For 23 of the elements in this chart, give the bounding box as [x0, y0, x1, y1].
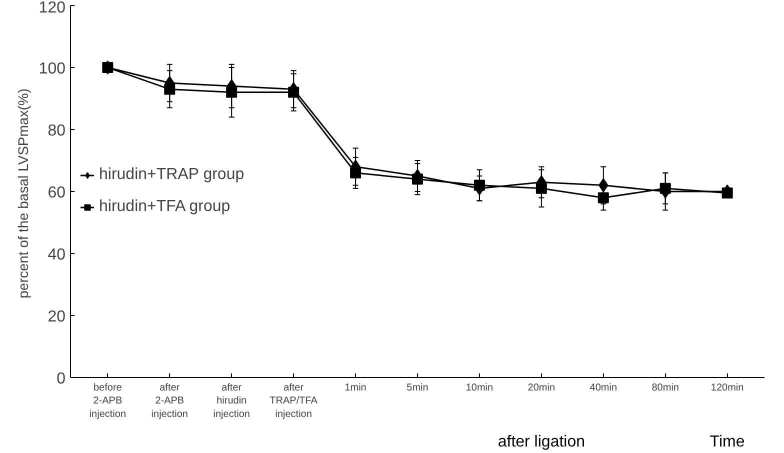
y-tick-label: 40 [48, 246, 66, 264]
x-tick-label: after 2-APB injection [151, 382, 188, 420]
x-tick-label: after TRAP/TFA injection [270, 382, 318, 420]
x-tick-label: before 2-APB injection [89, 382, 126, 420]
text: after ligation [498, 434, 586, 450]
y-tick-label: 60 [48, 184, 66, 202]
y-tick-label: 0 [56, 370, 66, 388]
x-tick-label: after hirudin injection [213, 382, 250, 420]
x-tick-label: 120min [710, 382, 744, 394]
x-tick-label: 1min [344, 382, 366, 394]
y-axis-title: percent of the basal LVSPmax(%) [14, 88, 31, 298]
legend-label: hirudin+TFA group [99, 198, 230, 216]
x-tick-label: 5min [406, 382, 428, 394]
y-tick-label: 20 [48, 308, 66, 326]
y-tick-label: 80 [48, 122, 66, 140]
text: Time [710, 434, 745, 450]
y-tick-label: 120 [38, 0, 66, 16]
x-tick-label: 80min [652, 382, 679, 394]
legend-label: hirudin+TRAP group [99, 166, 244, 184]
x-tick-label: 40min [590, 382, 618, 394]
y-tick-label: 100 [38, 60, 66, 78]
x-tick-label: 10min [466, 382, 494, 394]
x-tick-label: 20min [528, 382, 556, 394]
